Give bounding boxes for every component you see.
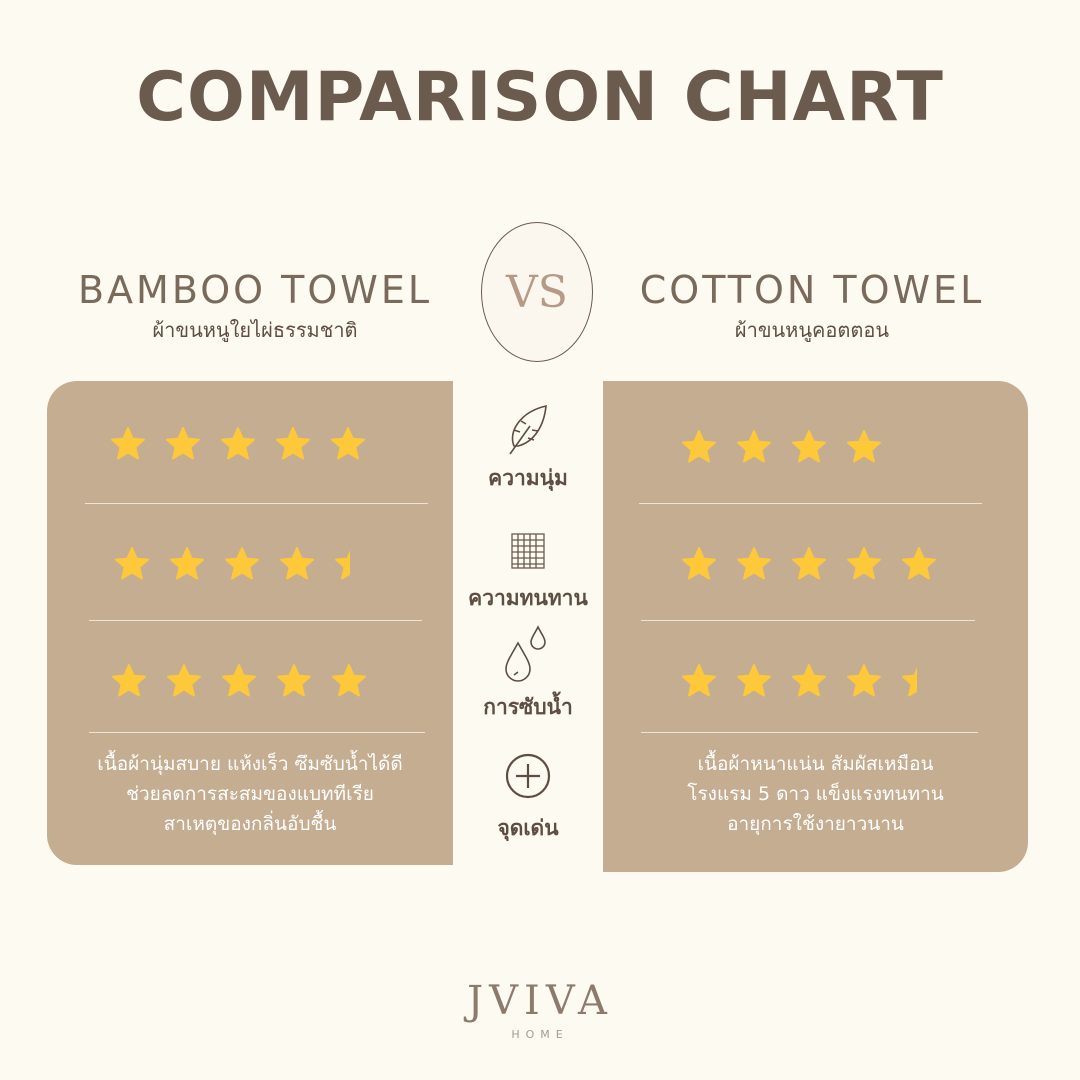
star-icon	[170, 547, 204, 580]
divider	[639, 503, 982, 504]
star-icon	[225, 547, 259, 580]
bamboo-description: เนื้อผ้านุ่มสบาย แห้งเร็ว ซึมซับน้ำได้ดี…	[47, 749, 453, 839]
cotton-absorbency-rating	[681, 663, 937, 699]
star-icon	[847, 547, 881, 580]
divider	[641, 620, 975, 621]
criterion-durability: ความทนทาน	[453, 530, 603, 615]
bamboo-title: BAMBOO TOWEL	[77, 268, 433, 312]
cotton-description: เนื้อผ้าหนาแน่น สัมผัสเหมือน โรงแรม 5 ดา…	[603, 749, 1028, 839]
star-icon	[167, 664, 201, 697]
star-icon	[792, 664, 826, 697]
criterion-softness: ความนุ่ม	[453, 402, 603, 495]
bamboo-title-thai: ผ้าขนหนูใยไผ่ธรรมชาติ	[152, 318, 358, 342]
half-star-icon	[335, 550, 350, 580]
star-icon	[166, 427, 200, 460]
divider	[89, 620, 422, 621]
star-icon	[112, 664, 146, 697]
star-icon	[682, 547, 716, 580]
star-icon	[737, 547, 771, 580]
star-icon	[737, 664, 771, 697]
cotton-title-thai: ผ้าขนหนูคอตตอน	[734, 318, 890, 342]
star-icon	[847, 664, 881, 697]
bamboo-softness-rating	[110, 426, 366, 462]
criterion-absorbency: การซับน้ำ	[453, 625, 603, 724]
divider	[641, 732, 978, 733]
page-title: COMPARISON CHART	[136, 58, 944, 137]
criterion-highlight: จุดเด่น	[453, 752, 603, 845]
logo-sub: HOME	[511, 1028, 569, 1041]
star-icon	[111, 427, 145, 460]
description-line: อายุการใช้งายาวนาน	[727, 813, 904, 835]
water-drops-icon	[505, 625, 546, 682]
cotton-softness-rating	[681, 429, 882, 465]
bamboo-heading: BAMBOO TOWEL ผ้าขนหนูใยไผ่ธรรมชาติ	[45, 268, 465, 346]
bamboo-durability-rating	[114, 546, 370, 582]
star-icon	[222, 664, 256, 697]
jviva-logo: JVIVA HOME	[0, 978, 1080, 1042]
star-icon	[280, 547, 314, 580]
star-icon	[682, 430, 716, 463]
star-icon	[847, 430, 881, 463]
description-line: สาเหตุของกลิ่นอับชื้น	[163, 813, 337, 835]
description-line: ช่วยลดการสะสมของแบททีเรีย	[126, 783, 374, 805]
criterion-label: การซับน้ำ	[483, 695, 573, 719]
star-icon	[737, 430, 771, 463]
criterion-label: ความทนทาน	[468, 586, 588, 610]
star-icon	[115, 547, 149, 580]
cotton-panel: เนื้อผ้าหนาแน่น สัมผัสเหมือน โรงแรม 5 ดา…	[603, 381, 1028, 872]
star-icon	[902, 547, 936, 580]
cotton-title: COTTON TOWEL	[639, 268, 985, 312]
star-icon	[331, 427, 365, 460]
bamboo-panel: เนื้อผ้านุ่มสบาย แห้งเร็ว ซึมซับน้ำได้ดี…	[47, 381, 453, 865]
star-icon	[792, 430, 826, 463]
feather-icon	[509, 404, 547, 455]
star-icon	[332, 664, 366, 697]
divider	[85, 503, 428, 504]
cotton-durability-rating	[681, 546, 937, 582]
vs-badge: VS	[481, 222, 593, 362]
criterion-label: ความนุ่ม	[488, 466, 568, 490]
half-star-icon	[902, 667, 917, 697]
criterion-label: จุดเด่น	[497, 816, 559, 840]
star-icon	[682, 664, 716, 697]
star-icon	[221, 427, 255, 460]
star-icon	[792, 547, 826, 580]
plus-circle-icon	[505, 753, 551, 799]
description-line: เนื้อผ้านุ่มสบาย แห้งเร็ว ซึมซับน้ำได้ดี	[97, 753, 403, 775]
star-icon	[277, 664, 311, 697]
star-icon	[276, 427, 310, 460]
divider	[89, 732, 425, 733]
cotton-heading: COTTON TOWEL ผ้าขนหนูคอตตอน	[602, 268, 1022, 346]
description-line: โรงแรม 5 ดาว แข็งแรงทนทาน	[687, 783, 944, 805]
weave-icon	[511, 533, 545, 569]
description-line: เนื้อผ้าหนาแน่น สัมผัสเหมือน	[697, 753, 934, 775]
bamboo-absorbency-rating	[111, 663, 367, 699]
logo-brand: JVIVA	[467, 978, 613, 1024]
